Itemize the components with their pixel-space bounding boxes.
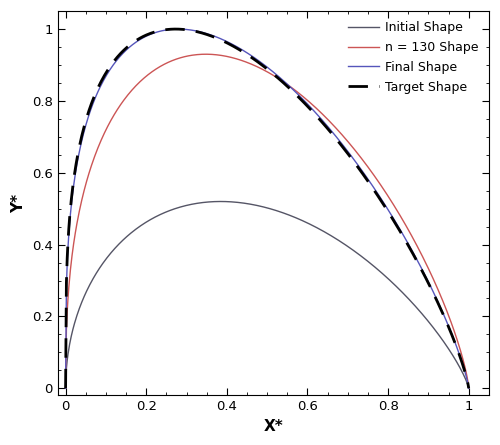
Final Shape <box>466 386 471 391</box>
Line: Initial Shape: Initial Shape <box>66 202 468 388</box>
Final Shape <box>304 100 310 105</box>
Final Shape <box>62 386 68 391</box>
Initial Shape <box>304 220 310 225</box>
Initial Shape <box>457 365 463 370</box>
Initial Shape <box>255 203 261 208</box>
Final Shape <box>394 221 400 227</box>
n = 130 Shape <box>203 52 209 57</box>
n = 130 Shape <box>255 65 261 70</box>
Initial Shape <box>62 386 68 391</box>
X-axis label: X*: X* <box>264 419 283 434</box>
Target Shape <box>304 102 310 108</box>
n = 130 Shape <box>282 80 288 85</box>
Initial Shape <box>218 199 224 204</box>
n = 130 Shape <box>304 97 310 102</box>
Target Shape <box>62 386 68 391</box>
Target Shape <box>258 61 264 66</box>
Target Shape <box>282 81 288 86</box>
Initial Shape <box>394 284 400 290</box>
Final Shape <box>175 26 181 32</box>
Line: n = 130 Shape: n = 130 Shape <box>66 54 468 388</box>
Target Shape <box>394 223 400 229</box>
n = 130 Shape <box>457 346 463 351</box>
Line: Final Shape: Final Shape <box>66 29 468 388</box>
Target Shape <box>255 59 261 65</box>
n = 130 Shape <box>466 386 471 391</box>
Line: Target Shape: Target Shape <box>66 29 468 388</box>
Y-axis label: Y*: Y* <box>11 194 26 213</box>
Final Shape <box>258 59 264 65</box>
Final Shape <box>255 57 261 63</box>
Target Shape <box>172 26 178 32</box>
n = 130 Shape <box>62 386 68 391</box>
Final Shape <box>282 79 288 85</box>
n = 130 Shape <box>258 65 264 71</box>
Final Shape <box>457 353 463 358</box>
Target Shape <box>466 386 471 391</box>
n = 130 Shape <box>394 207 400 213</box>
Target Shape <box>457 353 463 359</box>
Initial Shape <box>282 210 288 216</box>
Initial Shape <box>258 203 264 209</box>
Initial Shape <box>466 386 471 391</box>
Legend: Initial Shape, n = 130 Shape, Final Shape, Target Shape: Initial Shape, n = 130 Shape, Final Shap… <box>344 17 482 97</box>
